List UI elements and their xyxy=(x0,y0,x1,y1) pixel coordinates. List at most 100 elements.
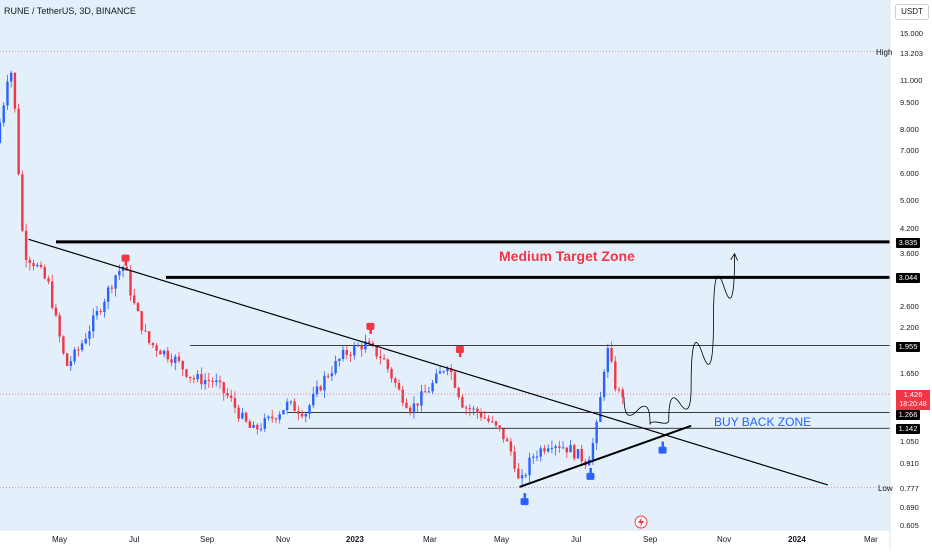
thumbs-up-icon xyxy=(523,493,527,499)
currency-badge[interactable]: USDT xyxy=(895,4,929,20)
price-tick: 0.690 xyxy=(900,503,919,512)
candle-up xyxy=(285,401,289,411)
candle-up xyxy=(0,122,2,143)
price-low-value: 0.777 xyxy=(900,484,919,493)
candle-up xyxy=(330,373,334,377)
candle-up xyxy=(259,428,263,430)
candle-up xyxy=(2,105,5,123)
candle-up xyxy=(546,448,550,452)
candle-up xyxy=(315,386,319,394)
candle-down xyxy=(386,359,390,369)
candle-up xyxy=(162,350,166,355)
candle-down xyxy=(621,389,624,398)
candle-up xyxy=(591,443,595,460)
candle-down xyxy=(226,392,229,396)
candle-down xyxy=(349,354,352,356)
candle-up xyxy=(420,391,423,406)
last-price-value: 1.426 xyxy=(903,390,923,399)
candle-up xyxy=(535,456,539,458)
candle-down xyxy=(367,341,371,344)
candle-down xyxy=(408,407,412,412)
candle-down xyxy=(222,382,225,393)
price-tick: 2.200 xyxy=(900,323,919,332)
candle-up xyxy=(569,445,572,453)
candle-down xyxy=(293,401,296,412)
candle-down xyxy=(13,72,17,109)
thumbs-up-icon xyxy=(589,467,592,473)
candle-up xyxy=(520,475,524,479)
candle-down xyxy=(479,412,483,418)
candle-down xyxy=(28,259,32,264)
candle-up xyxy=(106,287,110,302)
candle-down xyxy=(77,349,80,351)
descending-trendline xyxy=(28,238,829,486)
candle-down xyxy=(573,445,576,459)
time-tick: May xyxy=(494,535,510,544)
time-tick: Jul xyxy=(571,535,582,544)
candle-down xyxy=(218,380,222,383)
candle-down xyxy=(170,359,173,363)
candle-down xyxy=(517,468,520,479)
candle-up xyxy=(528,457,531,476)
candle-down xyxy=(502,428,505,440)
candle-down xyxy=(230,395,233,399)
candle-down xyxy=(185,369,188,377)
candle-up xyxy=(338,358,341,361)
candle-up xyxy=(364,341,367,350)
candle-down xyxy=(319,386,322,391)
candle-down xyxy=(494,421,498,426)
candle-down xyxy=(99,310,102,313)
lightning-icon[interactable] xyxy=(634,515,648,529)
candle-down xyxy=(207,380,211,382)
candle-up xyxy=(561,447,565,449)
candle-up xyxy=(341,349,345,359)
thumbs-down-icon xyxy=(369,328,372,334)
candle-up xyxy=(241,412,244,419)
price-tick: 2.600 xyxy=(900,302,919,311)
price-tick: 15.000 xyxy=(900,29,923,38)
candle-down xyxy=(513,451,516,469)
candle-down xyxy=(54,307,58,316)
candle-up xyxy=(9,72,13,82)
candle-down xyxy=(483,417,486,419)
candle-up xyxy=(308,405,311,414)
candle-down xyxy=(397,382,401,390)
candle-up xyxy=(532,456,535,458)
candle-up xyxy=(304,413,307,417)
candle-up xyxy=(442,371,445,373)
candle-down xyxy=(464,407,468,409)
price-high-value: 13.203 xyxy=(900,49,923,58)
candle-down xyxy=(468,408,472,410)
candle-down xyxy=(274,418,278,420)
candle-up xyxy=(252,424,255,428)
candle-up xyxy=(446,368,449,372)
candle-down xyxy=(580,449,583,462)
candle-down xyxy=(32,263,35,267)
candle-up xyxy=(334,360,337,374)
candle-down xyxy=(144,330,147,332)
candle-down xyxy=(297,411,300,414)
candle-down xyxy=(39,264,43,268)
candle-down xyxy=(181,360,184,370)
candle-up xyxy=(203,380,207,385)
chart-pane-background xyxy=(0,0,890,530)
price-tick: 7.000 xyxy=(900,146,919,155)
candle-down xyxy=(505,439,509,442)
time-tick: Sep xyxy=(643,535,658,544)
price-tick: 5.000 xyxy=(900,196,919,205)
candle-down xyxy=(565,447,569,453)
candle-up xyxy=(73,349,76,362)
candle-up xyxy=(289,401,293,403)
projection-path xyxy=(623,253,736,425)
candle-up xyxy=(95,310,99,316)
thumbs-down-icon xyxy=(124,260,128,266)
thumbs-down-icon xyxy=(121,254,130,262)
candle-down xyxy=(24,230,28,260)
candle-down xyxy=(326,375,330,377)
candle-up xyxy=(84,338,87,344)
candle-down xyxy=(43,267,46,279)
candle-up xyxy=(438,371,442,374)
candle-down xyxy=(543,448,546,452)
